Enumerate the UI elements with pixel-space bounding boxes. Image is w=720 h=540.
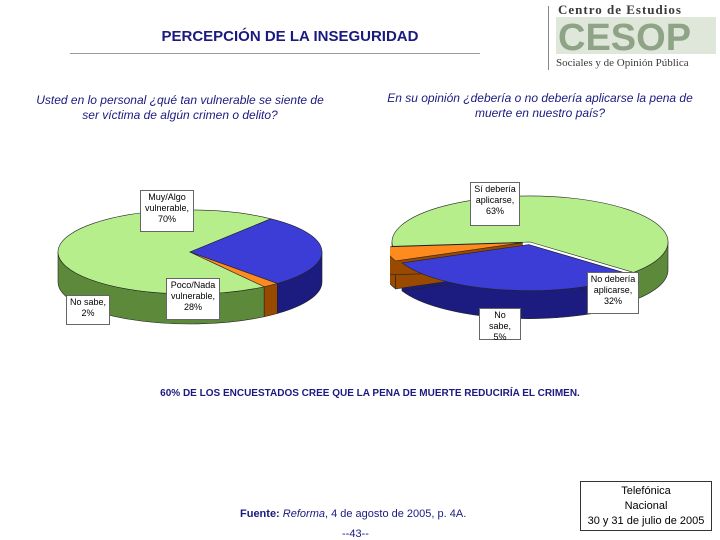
methodology-line3: 30 y 31 de julio de 2005 [587,515,705,527]
pie-slice-side [263,283,278,318]
callout-no-sabe-vulnerability: No sabe, 2% [66,295,110,325]
logo-mark: CESOP [558,17,691,59]
pie-slice [390,242,523,262]
logo-line2: Sociales y de Opinión Pública [556,57,689,69]
callout-line: 28% [183,302,202,312]
question-death-penalty: En su opinión ¿debería o no debería apli… [387,91,693,120]
logo-line1: Centro de Estudios [558,2,682,17]
callout-line: vulnerable, [144,203,190,213]
callout-line: aplicarse, [593,285,633,295]
callout-poco-nada-vulnerable: Poco/Nada vulnerable, 28% [166,278,220,320]
source-label: Fuente: [240,508,280,520]
callout-line: No sabe, [69,297,107,307]
pie-slice [189,251,279,288]
callout-line: 32% [603,296,622,306]
callout-line: 2% [81,308,95,318]
logo-divider [548,6,549,70]
methodology-line1: Telefónica [621,485,671,497]
methodology-line2: Nacional [624,500,668,512]
callout-line: Sí debería [474,184,516,194]
page-number: --43-- [342,528,369,540]
source-publication: Reforma [282,508,325,520]
callout-line: No debería [590,274,636,284]
callout-line: Muy/Algo [148,192,186,202]
callout-no-sabe-death-penalty: No sabe, 5% [479,308,521,342]
pie-chart-death-penalty [390,195,669,319]
pie-slice [391,195,669,273]
logo-mark-band [556,17,716,54]
callout-line: aplicarse, [475,195,515,205]
callout-line: No sabe, [488,310,512,331]
conclusion-text: 60% DE LOS ENCUESTADOS CREE QUE LA PENA … [160,388,580,399]
callout-line: 5% [493,332,507,342]
source-note: Fuente: Reforma, 4 de agosto de 2005, p.… [240,508,466,520]
pie-slice [189,218,323,284]
methodology-box: Telefónica Nacional 30 y 31 de julio de … [580,481,712,531]
page-title: PERCEPCIÓN DE LA INSEGURIDAD [161,28,419,45]
callout-no-deberia: No debería aplicarse, 32% [587,272,639,314]
title-divider [70,53,480,54]
callout-line: Poco/Nada [170,280,216,290]
callout-si-deberia: Sí debería aplicarse, 63% [470,182,520,226]
callout-line: vulnerable, [170,291,216,301]
callout-line: 63% [485,206,504,216]
source-details: , 4 de agosto de 2005, p. 4A. [324,508,467,520]
callout-muy-algo-vulnerable: Muy/Algo vulnerable, 70% [140,190,194,232]
question-vulnerability: Usted en lo personal ¿qué tan vulnerable… [36,93,324,122]
callout-line: 70% [157,214,176,224]
cesop-logo: Centro de Estudios CESOP Sociales y de O… [556,2,716,69]
